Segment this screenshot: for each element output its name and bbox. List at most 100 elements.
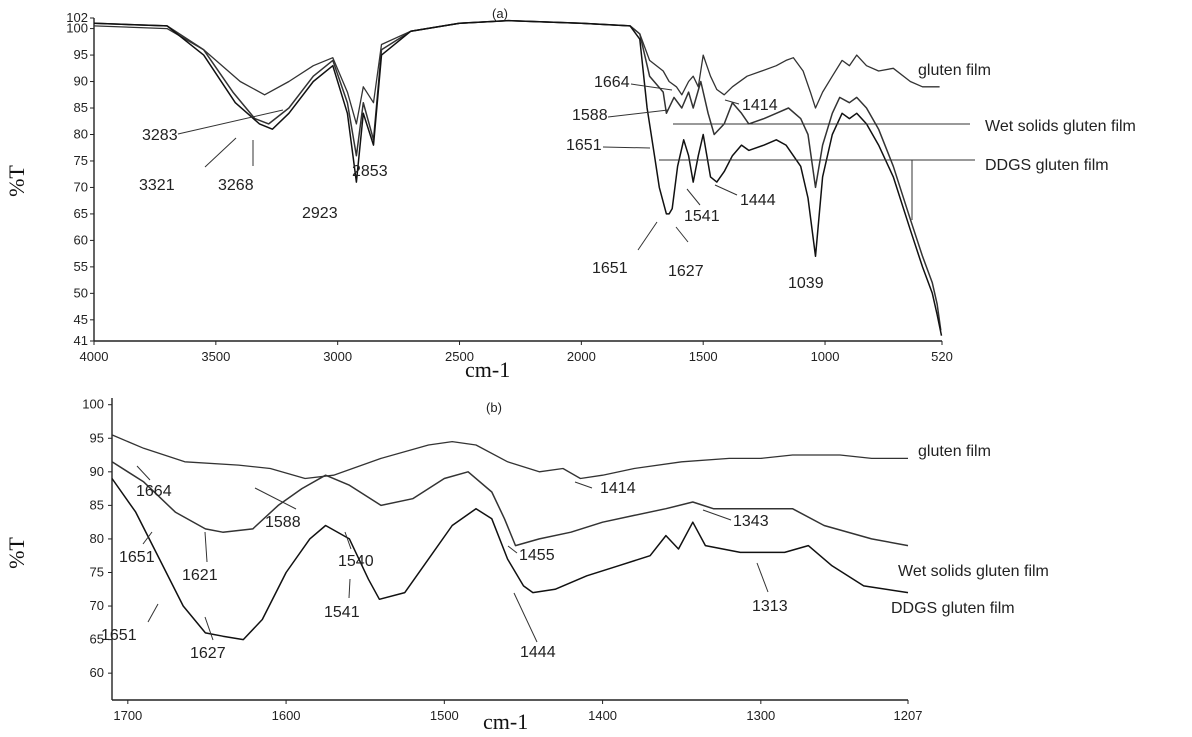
y-tick-label: 60 [90,665,104,680]
peak-label: 1621 [182,567,218,584]
peak-leader-line [177,109,284,135]
peak-leader-line [714,184,738,196]
peak-leader-line [607,109,669,118]
series-line-2 [111,461,909,547]
series-label: gluten film [918,62,991,79]
peak-leader-line [348,578,351,599]
y-tick-label: 55 [74,259,88,274]
x-tick-label: 1207 [894,708,923,723]
y-tick-label: 95 [90,430,104,445]
peak-leader-line [724,99,740,105]
peak-label: 1313 [752,598,788,615]
peak-label: 1039 [788,275,824,292]
y-axis-title: %T [4,165,29,197]
peak-label: 1651 [566,137,602,154]
y-tick-label: 75 [90,564,104,579]
y-tick-label: 85 [90,497,104,512]
series-label: Wet solids gluten film [898,563,1049,580]
y-tick-label: 100 [82,397,104,412]
peak-leader-line [204,616,214,641]
peak-label: 3268 [218,177,254,194]
peak-label: 1664 [136,483,172,500]
peak-leader-line [142,531,153,545]
y-tick-label: 85 [74,100,88,115]
peak-label: 1664 [594,74,630,91]
y-tick-label: 90 [90,464,104,479]
peak-leader-line [254,487,297,510]
y-tick-label: 100 [66,21,88,36]
peak-label: 3321 [139,177,175,194]
peak-leader-line [204,531,208,563]
peak-label: 3283 [142,127,178,144]
series-line-1 [111,434,908,480]
peak-label: 1414 [600,480,636,497]
peak-label: 1540 [338,553,374,570]
y-tick-label: 50 [74,285,88,300]
series-line-1 [93,19,940,125]
x-axis-title: cm-1 [483,709,528,734]
x-tick-label: 3500 [201,349,230,364]
x-tick-label: 520 [931,349,953,364]
peak-leader-line [513,592,538,643]
y-tick-label: 90 [74,74,88,89]
peak-label: 1455 [519,547,555,564]
peak-label: 1651 [101,627,137,644]
peak-label: 1627 [190,645,226,662]
peak-label: 1627 [668,263,704,280]
x-axis-title: cm-1 [465,357,510,382]
peak-label: 1414 [742,97,778,114]
series-label: DDGS gluten film [891,600,1015,617]
peak-leader-line [630,83,673,91]
x-tick-label: 3000 [323,349,352,364]
x-tick-label: 1400 [588,708,617,723]
x-tick-label: 2000 [567,349,596,364]
peak-label: 1343 [733,513,769,530]
peak-label: 1651 [592,260,628,277]
y-tick-label: 80 [74,126,88,141]
panel-label: (a) [492,6,508,21]
y-tick-label: 70 [90,598,104,613]
peak-leader-line [204,137,237,168]
x-tick-label: 1300 [746,708,775,723]
series-label: Wet solids gluten film [985,118,1136,135]
peak-label: 1541 [324,604,360,621]
peak-leader-line [702,509,732,521]
peak-leader-line [147,603,159,623]
peak-leader-line [602,146,651,149]
peak-label: 1651 [119,549,155,566]
y-tick-label: 80 [90,531,104,546]
series-line-3 [111,478,909,641]
peak-label: 1588 [572,107,608,124]
panel-label: (b) [486,400,502,415]
x-tick-label: 4000 [80,349,109,364]
peak-leader-line [574,481,593,489]
y-tick-label: 70 [74,179,88,194]
x-tick-label: 2500 [445,349,474,364]
peak-label: 1444 [520,644,556,661]
series-label: DDGS gluten film [985,157,1109,174]
peak-leader-line [686,188,701,206]
y-tick-label: 60 [74,232,88,247]
peak-leader-line [344,531,352,550]
peak-label: 2923 [302,205,338,222]
peak-leader-line [637,221,658,251]
x-tick-label: 1500 [689,349,718,364]
y-axis-title: %T [4,537,29,569]
x-tick-label: 1700 [113,708,142,723]
series-line-2 [93,19,942,331]
y-tick-label: 45 [74,312,88,327]
x-tick-label: 1600 [272,708,301,723]
peak-label: 2853 [352,163,388,180]
peak-label: 1444 [740,192,776,209]
peak-leader-line [507,545,518,554]
peak-label: 1588 [265,514,301,531]
y-tick-label: 102 [66,10,88,25]
y-tick-label: 75 [74,153,88,168]
series-label: gluten film [918,443,991,460]
y-tick-label: 95 [74,47,88,62]
panel-b: 60 65 70 75 80 85 90 95 100 1700 1600 1500 1400 1300 1… [4,397,1049,734]
peak-leader-line [756,562,769,593]
peak-label: 1541 [684,208,720,225]
